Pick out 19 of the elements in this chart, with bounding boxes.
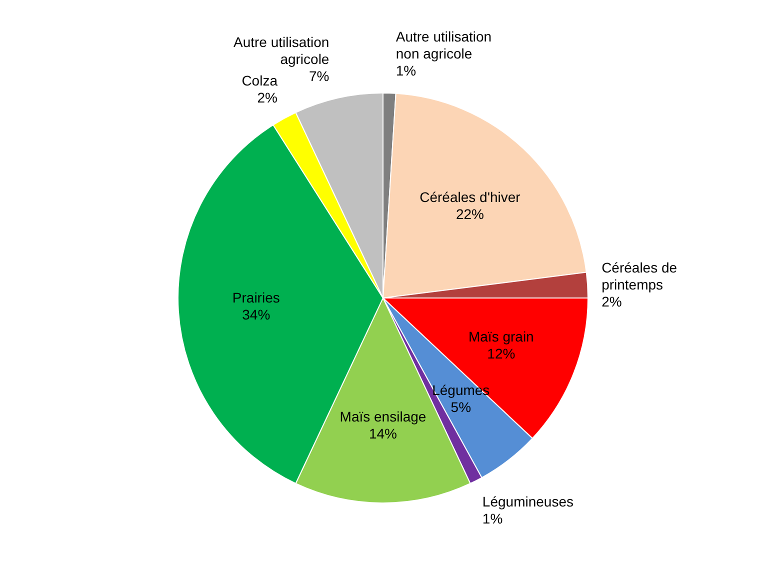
slice-label: Colza xyxy=(242,72,278,89)
slice-label: Prairies xyxy=(232,290,280,306)
data-label: 2% xyxy=(257,90,278,106)
data-label: 22% xyxy=(456,206,484,222)
data-label: 1% xyxy=(482,510,503,527)
slice-label: Maïs grain xyxy=(468,328,534,344)
data-label: 1% xyxy=(396,62,416,79)
data-label: 34% xyxy=(242,306,270,323)
slice-label: Maïs ensilage xyxy=(340,408,426,425)
data-label: 5% xyxy=(450,399,472,416)
slice-label: Céréales de printemps xyxy=(602,259,678,292)
slice-label: Autre utilisation agricole xyxy=(234,34,330,67)
slice-label: Autre utilisation non agricole xyxy=(396,28,492,62)
data-label: 7% xyxy=(308,68,330,84)
slice-label: Légumineuses xyxy=(482,494,574,510)
data-label: 14% xyxy=(368,426,398,442)
slice-label: Céréales d'hiver xyxy=(420,188,521,205)
data-label: 2% xyxy=(602,293,622,310)
data-label: 12% xyxy=(487,345,516,362)
